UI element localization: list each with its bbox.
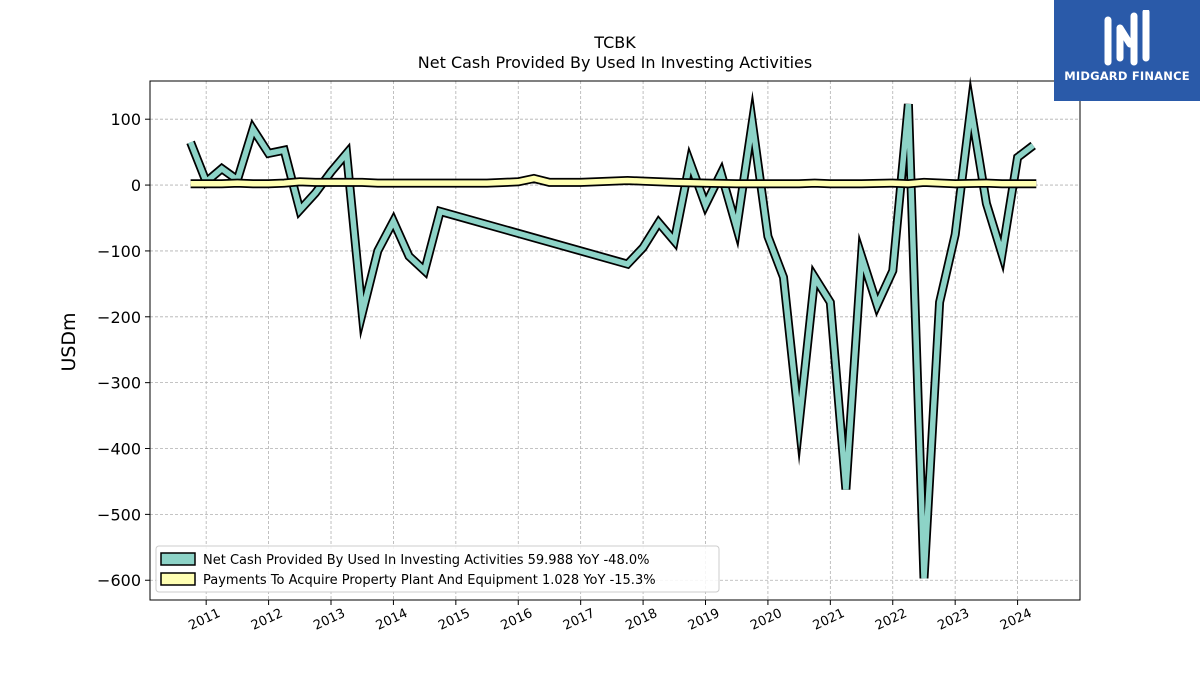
x-tick-label: 2014 — [374, 606, 410, 634]
x-tick-label: 2012 — [249, 606, 285, 634]
legend-label-investing: Net Cash Provided By Used In Investing A… — [203, 553, 649, 568]
x-tick-label: 2021 — [811, 606, 847, 634]
y-tick-label: −400 — [97, 440, 141, 459]
legend: Net Cash Provided By Used In Investing A… — [155, 545, 720, 593]
x-tick-label: 2016 — [499, 606, 535, 634]
x-tick-label: 2024 — [998, 606, 1034, 634]
series-layer — [186, 76, 1037, 579]
x-tick-label: 2017 — [561, 606, 597, 634]
plot-frame — [149, 80, 1081, 601]
brand-name: MIDGARD FINANCE — [1064, 69, 1190, 83]
y-tick-label: −300 — [97, 374, 141, 393]
x-tick-label: 2023 — [936, 606, 972, 634]
x-tick-label: 2019 — [686, 606, 722, 634]
legend-box — [155, 545, 720, 593]
y-tick-label: −200 — [97, 308, 141, 327]
y-axis-label: USDm — [58, 312, 80, 371]
x-tick-label: 2022 — [873, 606, 909, 634]
series-line-ppe-stroke — [190, 175, 1037, 187]
legend-label-ppe: Payments To Acquire Property Plant And E… — [203, 573, 656, 588]
series-line-investing-outline — [186, 76, 1036, 579]
legend-swatch-investing — [160, 552, 196, 566]
x-tick-label: 2013 — [311, 606, 347, 634]
x-tick-label: 2011 — [187, 606, 223, 634]
y-tick-label: 100 — [110, 110, 141, 129]
x-tick-label: 2018 — [623, 606, 659, 634]
chart-subtitle: Net Cash Provided By Used In Investing A… — [418, 53, 812, 72]
y-tick-label: 0 — [131, 176, 141, 195]
series-line-ppe — [190, 173, 1037, 189]
chart-title: TCBK — [593, 33, 636, 52]
brand-logo: MIDGARD FINANCE — [1054, 0, 1200, 101]
y-tick-label: −100 — [97, 242, 141, 261]
legend-swatch-ppe — [160, 572, 196, 586]
y-tick-label: −600 — [97, 571, 141, 590]
brand-mark-icon — [1104, 10, 1150, 66]
series-line-investing — [186, 76, 1036, 579]
x-tick-label: 2020 — [748, 606, 784, 634]
x-tick-label: 2015 — [436, 606, 472, 634]
y-tick-label: −500 — [97, 505, 141, 524]
